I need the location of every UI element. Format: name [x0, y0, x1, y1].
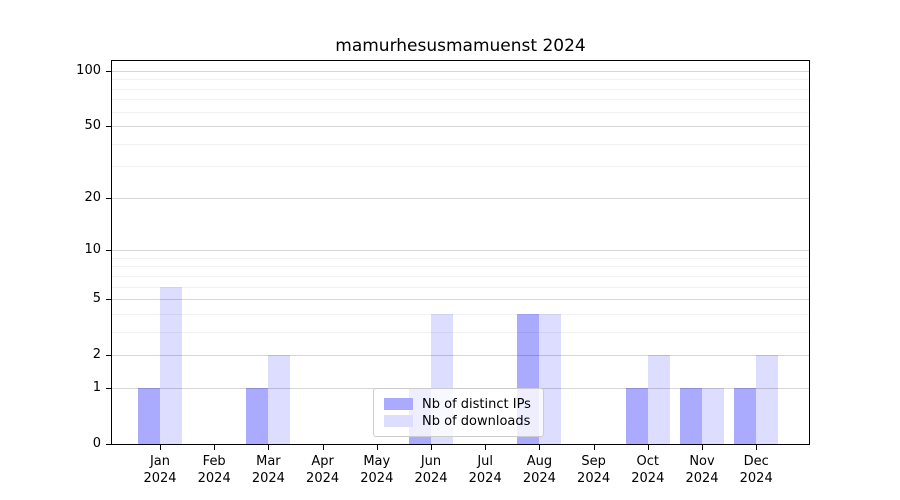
x-tick-mark [376, 445, 378, 450]
x-tick-mark [431, 445, 432, 450]
bar-downloads-aug [539, 313, 562, 444]
x-tick-year: 2024 [739, 471, 773, 486]
y-tick-mark [106, 126, 111, 127]
x-tick-label-aug: Aug 2024 [509, 453, 569, 487]
chart-title: mamurhesusmamuenst 2024 [335, 36, 586, 56]
x-tick-label-oct: Oct 2024 [618, 453, 678, 487]
x-tick-label-may: May 2024 [347, 453, 407, 487]
bar-downloads-nov [702, 387, 724, 444]
gridline-major [112, 250, 809, 252]
y-tick-label: 5 [92, 291, 101, 307]
x-tick-mark [322, 445, 324, 450]
y-tick-mark [106, 197, 111, 199]
bar-distinct-ips-jan [138, 387, 160, 444]
x-tick-label-jul: Jul 2024 [455, 453, 515, 487]
x-tick-year: 2024 [414, 471, 448, 486]
legend-swatch-downloads [384, 415, 413, 427]
y-tick-label: 20 [84, 189, 101, 205]
x-tick-year: 2024 [577, 471, 611, 486]
y-tick-mark [106, 355, 111, 357]
x-tick-mark [160, 445, 161, 450]
y-tick-label: 10 [84, 242, 101, 258]
x-tick-label-jan: Jan 2024 [130, 453, 190, 487]
y-tick-label: 1 [92, 379, 101, 395]
gridline-minor [112, 313, 809, 315]
x-tick-label-nov: Nov 2024 [672, 453, 732, 487]
x-tick-mark [756, 445, 758, 450]
x-tick-mark [702, 445, 703, 450]
legend-swatch-distinct-ips [384, 398, 413, 410]
x-tick-mark [539, 445, 541, 450]
y-tick-label: 50 [84, 118, 101, 133]
bar-distinct-ips-mar [246, 387, 269, 444]
x-tick-label-feb: Feb 2024 [184, 453, 244, 487]
x-tick-label-dec: Dec 2024 [726, 453, 786, 487]
gridline-minor [112, 257, 809, 259]
y-tick-label: 100 [76, 62, 101, 78]
gridline-minor [112, 275, 809, 277]
legend-item-distinct-ips: Nb of distinct IPs [384, 396, 534, 412]
legend-label-downloads: Nb of downloads [422, 413, 531, 429]
y-tick-mark [106, 250, 111, 252]
x-tick-label-apr: Apr 2024 [293, 453, 353, 487]
x-tick-mark [214, 445, 216, 450]
x-tick-year: 2024 [251, 471, 285, 486]
bar-distinct-ips-dec [734, 387, 757, 444]
bar-downloads-mar [268, 355, 291, 444]
x-tick-label-sep: Sep 2024 [564, 453, 624, 487]
y-tick-mark [106, 299, 111, 301]
x-tick-year: 2024 [143, 471, 177, 486]
bar-downloads-oct [647, 355, 670, 444]
gridline-major [112, 197, 809, 199]
gridline-minor [112, 88, 809, 90]
bar-distinct-ips-nov [680, 387, 702, 444]
legend: Nb of distinct IPs Nb of downloads [373, 388, 544, 437]
bar-distinct-ips-oct [625, 387, 648, 444]
x-tick-mark [647, 445, 649, 450]
gridline-major [112, 70, 809, 72]
gridline-minor [112, 99, 809, 101]
y-tick-mark [106, 444, 111, 445]
legend-item-downloads: Nb of downloads [384, 413, 534, 429]
bar-downloads-jan [160, 286, 182, 444]
legend-label-distinct-ips: Nb of distinct IPs [422, 396, 531, 412]
gridline-minor [112, 331, 809, 333]
gridline-major [112, 299, 809, 301]
gridline-minor [112, 266, 809, 268]
gridline-minor [112, 111, 809, 113]
x-tick-label-jun: Jun 2024 [401, 453, 461, 487]
x-tick-mark [268, 445, 270, 450]
y-tick-label: 2 [92, 347, 101, 363]
x-tick-mark [593, 445, 595, 450]
gridline-minor [112, 143, 809, 145]
gridline-minor [112, 166, 809, 168]
x-tick-year: 2024 [685, 471, 719, 486]
gridline-minor [112, 79, 809, 81]
x-tick-year: 2024 [306, 471, 340, 486]
x-tick-year: 2024 [468, 471, 502, 486]
y-tick-mark [106, 387, 111, 389]
gridline-minor [112, 286, 809, 288]
x-tick-mark [485, 445, 487, 450]
gridline-major [112, 126, 809, 127]
x-tick-year: 2024 [522, 471, 556, 486]
x-tick-year: 2024 [631, 471, 665, 486]
x-tick-label-mar: Mar 2024 [238, 453, 298, 487]
x-tick-year: 2024 [360, 471, 394, 486]
y-tick-mark [106, 70, 111, 72]
y-tick-label: 0 [92, 436, 101, 451]
x-tick-year: 2024 [197, 471, 231, 486]
gridline-major [112, 355, 809, 357]
bar-downloads-dec [756, 355, 779, 444]
